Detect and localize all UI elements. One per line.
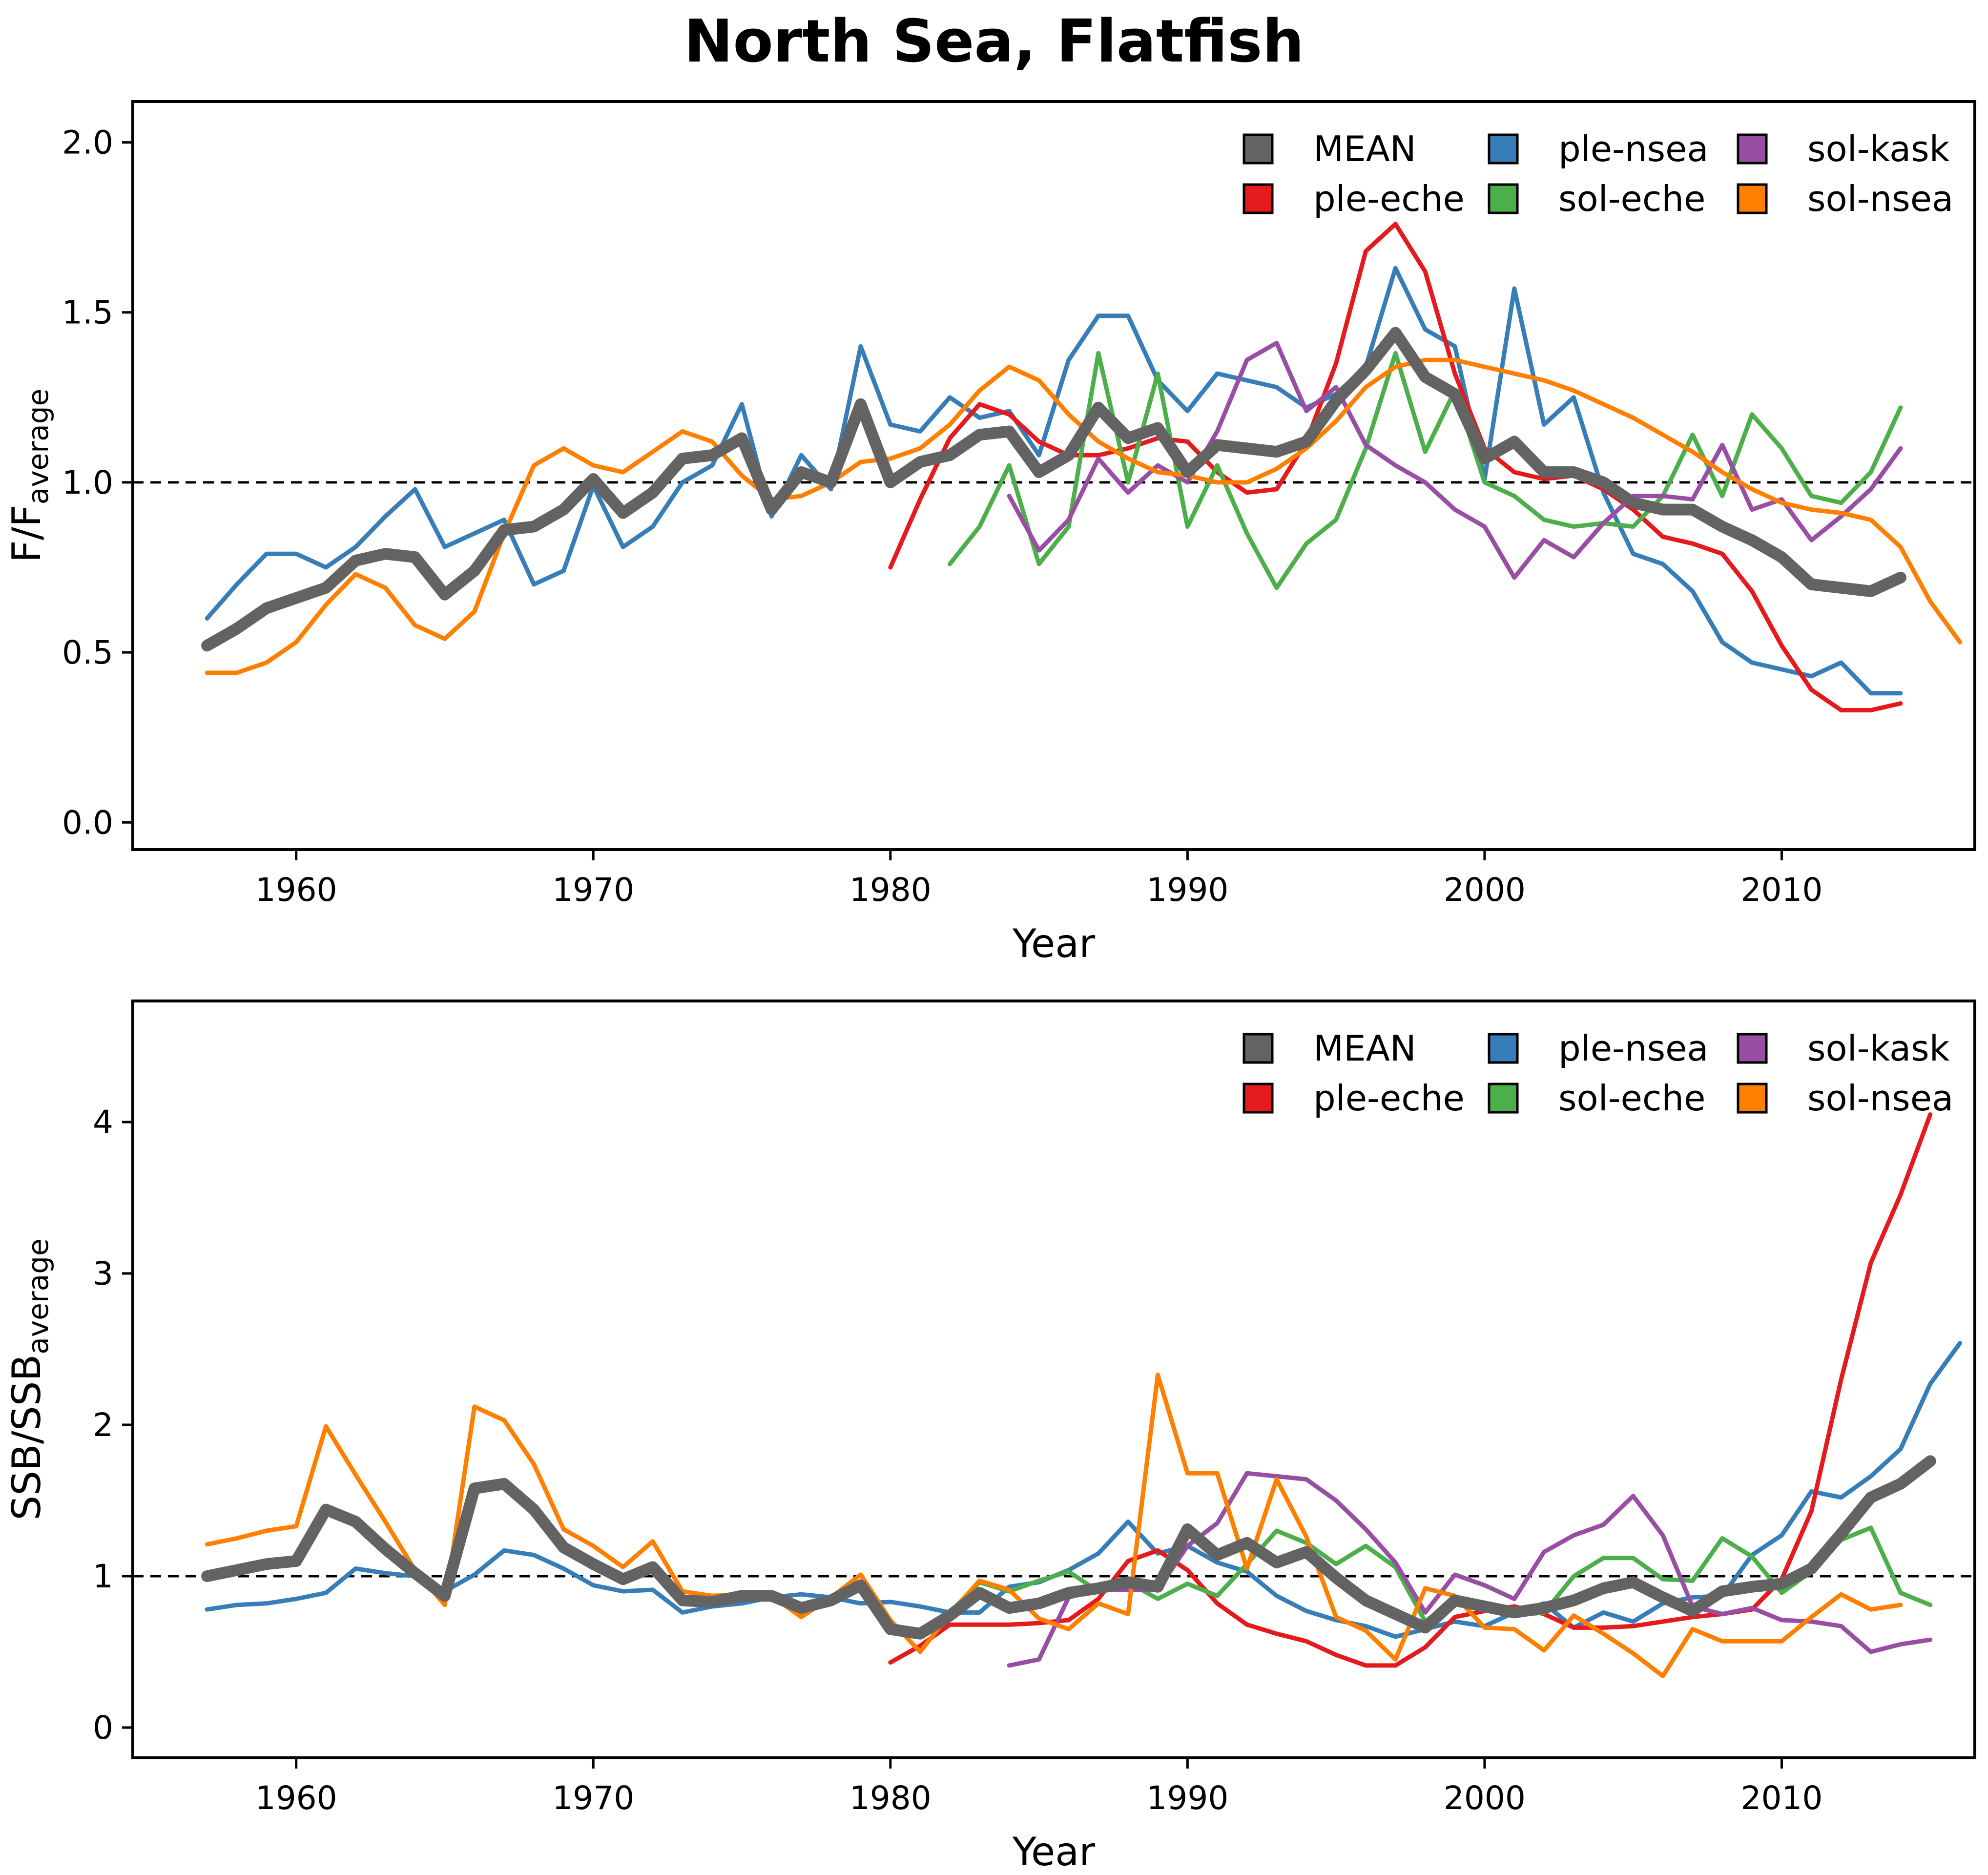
x-tick-label: 2010	[1740, 871, 1822, 909]
y-tick-label: 1	[93, 1558, 113, 1595]
legend-swatch-sol-nsea	[1737, 183, 1768, 214]
legend-label: ple-nsea	[1558, 1028, 1709, 1069]
x-tick-label: 2010	[1740, 1779, 1822, 1817]
legend-label: sol-kask	[1807, 1028, 1950, 1069]
series-line-sol-eche	[948, 351, 1903, 590]
legend-label: ple-eche	[1313, 1078, 1465, 1119]
spawning-biomass-panel: 1960 1970 1980 1990 2000 2010 0 1 2 3 4 Year SSB/SSB…	[4, 1000, 1976, 1875]
legend: MEAN ple-eche ple-nsea sol-eche sol-kask sol-…	[1242, 128, 1953, 219]
x-tick-label: 2000	[1444, 1779, 1526, 1817]
legend-swatch-ple-eche	[1242, 183, 1274, 214]
legend-label: MEAN	[1313, 128, 1416, 169]
y-tick-label: 0.0	[62, 804, 113, 841]
series-line-ple-nsea	[205, 266, 1903, 696]
plot-frame	[131, 1000, 1976, 1759]
y-axis-title-subscript: average	[21, 1238, 55, 1354]
series-line-ple-eche	[888, 222, 1903, 712]
legend-swatch-mean	[1242, 133, 1274, 165]
plot-frame	[131, 100, 1976, 851]
legend-swatch-sol-kask	[1737, 133, 1768, 165]
legend-swatch-ple-nsea	[1488, 1033, 1519, 1064]
legend-label: ple-eche	[1313, 178, 1465, 219]
legend-label: MEAN	[1313, 1028, 1416, 1069]
x-tick-label: 1960	[255, 1779, 337, 1817]
y-tick-label: 0.5	[62, 634, 113, 671]
series-line-sol-nsea	[205, 1373, 1903, 1679]
legend-swatch-sol-nsea	[1737, 1083, 1768, 1114]
y-tick-label: 1.0	[62, 464, 113, 501]
legend-swatch-sol-kask	[1737, 1033, 1768, 1064]
y-axis-title-main: SSB/SSB	[4, 1354, 49, 1521]
y-tick-label: 2.0	[62, 124, 113, 162]
x-tick-label: 1980	[849, 1779, 932, 1817]
series-line-mean	[201, 1455, 1936, 1640]
y-axis-title: SSB/SSBaverage	[4, 1238, 55, 1520]
legend-swatch-ple-nsea	[1488, 133, 1519, 165]
legend: MEAN ple-eche ple-nsea sol-eche sol-kask sol-…	[1242, 1028, 1953, 1119]
series-line-sol-kask	[1007, 340, 1903, 580]
x-axis-title: Year	[1012, 1829, 1095, 1875]
figure-title: North Sea, Flatfish	[684, 8, 1304, 76]
x-tick-label: 1990	[1146, 1779, 1228, 1817]
series-line-ple-eche	[888, 1112, 1933, 1668]
legend-swatch-ple-eche	[1242, 1083, 1274, 1114]
y-axis-title-subscript: average	[21, 389, 55, 504]
legend-label: sol-nsea	[1807, 178, 1953, 219]
y-tick-label: 4	[93, 1104, 113, 1141]
legend-label: sol-nsea	[1807, 1078, 1953, 1119]
series-line-sol-kask	[1007, 1471, 1933, 1668]
x-tick-label: 1990	[1146, 871, 1228, 909]
legend-swatch-sol-eche	[1488, 183, 1519, 214]
x-tick-label: 1980	[849, 871, 932, 909]
legend-label: sol-eche	[1558, 1078, 1705, 1119]
legend-swatch-sol-eche	[1488, 1083, 1519, 1114]
y-axis-title-main: F/F	[4, 504, 49, 562]
y-tick-label: 2	[93, 1406, 113, 1444]
y-tick-label: 0	[93, 1709, 113, 1747]
x-tick-label: 1970	[552, 1779, 634, 1817]
x-tick-label: 1970	[552, 871, 634, 909]
x-tick-label: 1960	[255, 871, 337, 909]
x-tick-label: 2000	[1444, 871, 1526, 909]
x-axis-title: Year	[1012, 921, 1095, 966]
series-line-mean	[201, 327, 1906, 652]
legend-swatch-mean	[1242, 1033, 1274, 1064]
fishing-mortality-panel: 1960 1970 1980 1990 2000 2010 0.0 0.5 1.0 1.5 2.0 Y…	[4, 100, 1976, 966]
legend-label: ple-nsea	[1558, 128, 1709, 169]
y-axis-title: F/Faverage	[4, 389, 55, 562]
y-tick-label: 1.5	[62, 294, 113, 332]
y-tick-label: 3	[93, 1255, 113, 1292]
legend-label: sol-kask	[1807, 128, 1950, 169]
legend-label: sol-eche	[1558, 178, 1705, 219]
